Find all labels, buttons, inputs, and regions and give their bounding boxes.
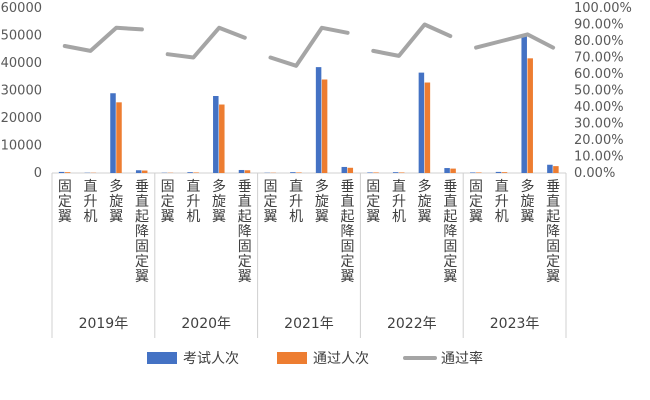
bar: [392, 172, 399, 173]
x-category-label: 固定翼: [161, 179, 175, 225]
x-category-label: 固定翼: [366, 179, 380, 225]
bar: [110, 93, 116, 173]
bar: [367, 172, 373, 173]
x-group-label: 2019年: [79, 316, 129, 332]
x-category-label: 多旋翼: [212, 178, 226, 225]
bar: [135, 170, 142, 173]
bar: [187, 172, 193, 173]
legend-swatch: [147, 352, 177, 364]
line-series-segment: [62, 25, 144, 53]
bar: [321, 79, 328, 173]
bar: [116, 102, 122, 173]
x-category-label: 垂直起降固定翼: [341, 179, 355, 285]
bar: [64, 172, 71, 173]
bar: [521, 35, 527, 173]
bar: [244, 170, 251, 173]
x-category-label: 固定翼: [263, 179, 277, 225]
x-category-label: 固定翼: [58, 179, 72, 225]
legend-label: 通过人次: [313, 351, 369, 367]
bar: [470, 172, 476, 173]
x-category-label: 直升机: [84, 178, 98, 225]
y-right-tick-label: 10.00%: [574, 150, 624, 165]
legend-label: 通过率: [441, 350, 483, 367]
bar: [58, 171, 65, 173]
bar: [347, 167, 354, 173]
bar: [450, 168, 456, 173]
y-right-tick-label: 60.00%: [574, 67, 624, 82]
bar: [398, 172, 405, 173]
x-category-label: 垂直起降固定翼: [443, 179, 457, 285]
y-right-tick-label: 50.00%: [574, 84, 624, 99]
bar: [341, 166, 348, 173]
bar: [141, 170, 148, 173]
line-series-segment: [165, 25, 247, 60]
y-right-tick-label: 0.00%: [574, 166, 615, 181]
bar: [444, 168, 450, 173]
bar: [495, 171, 502, 173]
bar: [238, 169, 245, 173]
x-group-label: 2022年: [387, 316, 437, 332]
bar: [213, 96, 219, 173]
x-category-label: 垂直起降固定翼: [135, 179, 149, 285]
y-right-tick-label: 80.00%: [574, 34, 624, 49]
bar: [418, 72, 425, 173]
legend-swatch: [277, 352, 307, 364]
y-right-tick-label: 20.00%: [574, 133, 624, 148]
x-category-label: 多旋翼: [418, 178, 432, 225]
x-category-label: 多旋翼: [315, 178, 329, 225]
bar: [315, 67, 322, 173]
x-category-label: 直升机: [289, 178, 303, 225]
x-category-label: 垂直起降固定翼: [546, 179, 560, 285]
line-series-segment: [474, 32, 556, 50]
y-left-tick-label: 60000: [1, 1, 42, 16]
y-left-tick-label: 0: [34, 166, 42, 181]
x-category-label: 固定翼: [469, 179, 483, 225]
y-left-tick-label: 20000: [1, 111, 42, 126]
x-group-label: 2023年: [490, 316, 540, 332]
x-category-label: 直升机: [495, 178, 509, 225]
bar: [219, 104, 225, 173]
x-category-label: 直升机: [392, 178, 406, 225]
y-left-tick-label: 40000: [1, 56, 42, 71]
y-right-tick-label: 70.00%: [574, 51, 624, 66]
bar: [501, 172, 508, 173]
legend-label: 考试人次: [183, 351, 239, 367]
y-right-tick-label: 30.00%: [574, 117, 624, 132]
bar: [296, 172, 302, 173]
x-category-label: 直升机: [186, 178, 200, 225]
bar: [424, 82, 431, 173]
y-right-tick-label: 90.00%: [574, 18, 624, 33]
bar: [527, 58, 533, 174]
y-left-tick-label: 10000: [1, 139, 42, 154]
bar: [476, 172, 482, 173]
y-right-tick-label: 100.00%: [574, 1, 632, 16]
x-group-label: 2021年: [284, 316, 334, 332]
bar: [547, 164, 553, 173]
y-right-tick-label: 40.00%: [574, 100, 624, 115]
y-left-tick-label: 50000: [1, 29, 42, 44]
bar: [373, 172, 379, 173]
y-left-tick-label: 30000: [1, 84, 42, 99]
line-series-segment: [268, 25, 350, 68]
x-group-label: 2020年: [181, 316, 231, 332]
x-category-label: 多旋翼: [109, 178, 123, 225]
x-category-label: 垂直起降固定翼: [238, 179, 252, 285]
bar: [193, 172, 199, 173]
bar: [290, 172, 296, 173]
line-series-segment: [371, 22, 453, 58]
bar: [553, 166, 559, 173]
x-category-label: 多旋翼: [520, 178, 534, 225]
